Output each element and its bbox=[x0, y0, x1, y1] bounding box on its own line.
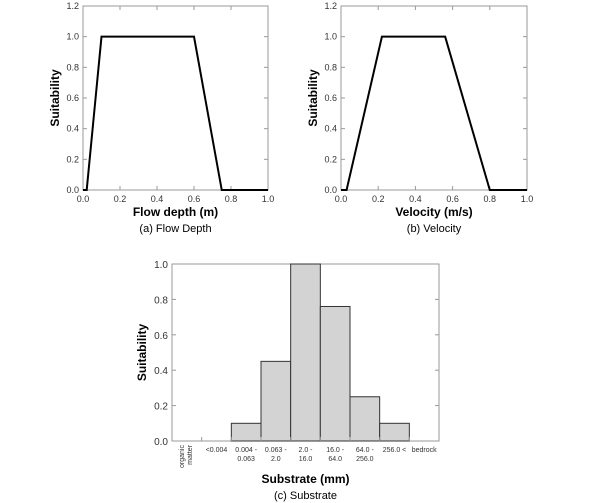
chart-caption: (c) Substrate bbox=[274, 490, 337, 502]
y-tick-label: 1.0 bbox=[324, 32, 337, 42]
bar bbox=[260, 360, 292, 442]
bar bbox=[319, 305, 351, 442]
plot-frame bbox=[340, 5, 528, 191]
x-tick-label: 0.2 bbox=[114, 194, 127, 204]
x-tick-label: 0.063 bbox=[237, 456, 255, 463]
x-tick-label: matter bbox=[187, 444, 194, 465]
bar bbox=[379, 422, 410, 442]
chart-caption: (b) Velocity bbox=[407, 223, 462, 235]
x-tick-label: 0.6 bbox=[446, 194, 459, 204]
x-tick-label: 0.6 bbox=[188, 194, 201, 204]
x-tick-label: 64.0 bbox=[328, 456, 342, 463]
x-tick-label: 1.0 bbox=[521, 194, 534, 204]
y-tick-label: 0.8 bbox=[154, 295, 168, 306]
y-tick-label: 1.0 bbox=[66, 32, 79, 42]
chart-substrate: 0.0 0.2 0.4 0.6 0.8 1.0 organic matter <0.004 0.0… bbox=[135, 260, 440, 502]
y-axis-label: Suitability bbox=[135, 324, 149, 382]
y-tick-label: 1.0 bbox=[154, 260, 168, 271]
series-line bbox=[341, 35, 527, 191]
y-tick-label: 0.6 bbox=[324, 93, 337, 103]
y-tick-label: 0.6 bbox=[154, 331, 168, 342]
y-tick-label: 0.8 bbox=[66, 62, 79, 72]
x-tick-label: 0.4 bbox=[409, 194, 422, 204]
y-tick-label: 0.2 bbox=[154, 402, 168, 413]
x-axis-label: Substrate (mm) bbox=[261, 472, 349, 486]
x-axis-label: Velocity (m/s) bbox=[395, 205, 472, 219]
series-line bbox=[83, 35, 268, 191]
y-tick-label: 0.2 bbox=[66, 154, 79, 164]
x-tick-label: 0.8 bbox=[225, 194, 238, 204]
x-tick-label: bedrock bbox=[412, 447, 437, 454]
y-tick-label: 0.4 bbox=[324, 124, 337, 134]
y-tick-label: 0.0 bbox=[66, 185, 79, 195]
y-tick-label: 1.2 bbox=[66, 1, 79, 11]
chart-caption: (a) Flow Depth bbox=[139, 223, 211, 235]
y-tick-label: 0.2 bbox=[324, 154, 337, 164]
x-tick-label: 64.0 - bbox=[356, 447, 375, 454]
y-tick-label: 1.2 bbox=[324, 1, 337, 11]
y-tick-label: 0.0 bbox=[324, 185, 337, 195]
chart-flow-depth: 0.0 0.2 0.4 0.6 0.8 1.0 1.2 0.0 0.2 0.4 0.6 0.8 1.0 F… bbox=[48, 1, 274, 235]
y-tick-label: 0.8 bbox=[324, 62, 337, 72]
bar bbox=[349, 396, 381, 442]
x-tick-label: 0.4 bbox=[151, 194, 164, 204]
x-tick-label: 256.0 bbox=[356, 456, 374, 463]
x-tick-label: 0.8 bbox=[484, 194, 497, 204]
x-tick-label: 0.2 bbox=[372, 194, 385, 204]
bar bbox=[290, 263, 321, 442]
y-tick-label: 0.4 bbox=[154, 366, 168, 377]
x-tick-label: 2.0 - bbox=[298, 447, 313, 454]
x-tick-label: 0.004 - bbox=[235, 447, 257, 454]
x-tick-label: 0.0 bbox=[77, 194, 90, 204]
x-axis-label: Flow depth (m) bbox=[133, 205, 218, 219]
y-tick-label: 0.6 bbox=[66, 93, 79, 103]
x-tick-label: organic bbox=[179, 445, 186, 468]
x-tick-label: 1.0 bbox=[262, 194, 275, 204]
plot-frame bbox=[82, 5, 269, 191]
x-tick-label: <0.004 bbox=[206, 447, 228, 454]
y-tick-label: 0.0 bbox=[154, 437, 168, 448]
bar bbox=[230, 422, 262, 442]
x-tick-label: 0.0 bbox=[335, 194, 348, 204]
x-tick-label: 256.0 < bbox=[383, 447, 407, 454]
x-tick-label: 2.0 bbox=[271, 456, 281, 463]
x-tick-label: 16.0 - bbox=[326, 447, 345, 454]
x-tick-label: 16.0 bbox=[299, 456, 313, 463]
y-axis-label: Suitability bbox=[48, 69, 62, 127]
y-axis-label: Suitability bbox=[306, 69, 320, 127]
y-tick-label: 0.4 bbox=[66, 124, 79, 134]
chart-velocity: 0.0 0.2 0.4 0.6 0.8 1.0 1.2 0.0 0.2 0.4 0.6 0.8 1.0 V… bbox=[306, 1, 533, 235]
x-tick-label: 0.063 - bbox=[265, 447, 287, 454]
